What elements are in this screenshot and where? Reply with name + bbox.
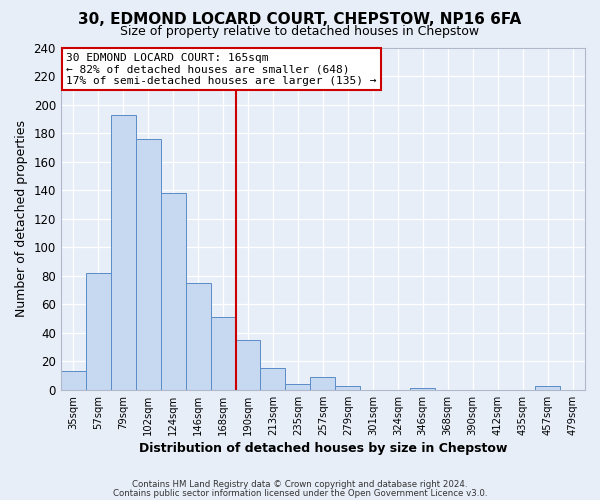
Bar (185, 283, 211, 390)
Bar (286, 384, 310, 390)
Bar (535, 386, 560, 390)
Text: 30, EDMOND LOCARD COURT, CHEPSTOW, NP16 6FA: 30, EDMOND LOCARD COURT, CHEPSTOW, NP16 … (79, 12, 521, 28)
Bar (136, 139, 161, 390)
Bar (335, 386, 361, 390)
Bar (86, 273, 111, 390)
Text: Size of property relative to detached houses in Chepstow: Size of property relative to detached ho… (121, 25, 479, 38)
Text: Contains public sector information licensed under the Open Government Licence v3: Contains public sector information licen… (113, 488, 487, 498)
Y-axis label: Number of detached properties: Number of detached properties (15, 120, 28, 317)
X-axis label: Distribution of detached houses by size in Chepstow: Distribution of detached houses by size … (139, 442, 507, 455)
Text: 30 EDMOND LOCARD COURT: 165sqm
← 82% of detached houses are smaller (648)
17% of: 30 EDMOND LOCARD COURT: 165sqm ← 82% of … (66, 52, 377, 86)
Text: Contains HM Land Registry data © Crown copyright and database right 2024.: Contains HM Land Registry data © Crown c… (132, 480, 468, 489)
Bar (310, 377, 335, 390)
Bar (111, 114, 136, 390)
Bar (236, 340, 260, 390)
Bar (211, 317, 236, 390)
Bar (410, 388, 435, 390)
Bar (161, 193, 185, 390)
Bar (260, 368, 286, 390)
Bar (61, 372, 86, 390)
